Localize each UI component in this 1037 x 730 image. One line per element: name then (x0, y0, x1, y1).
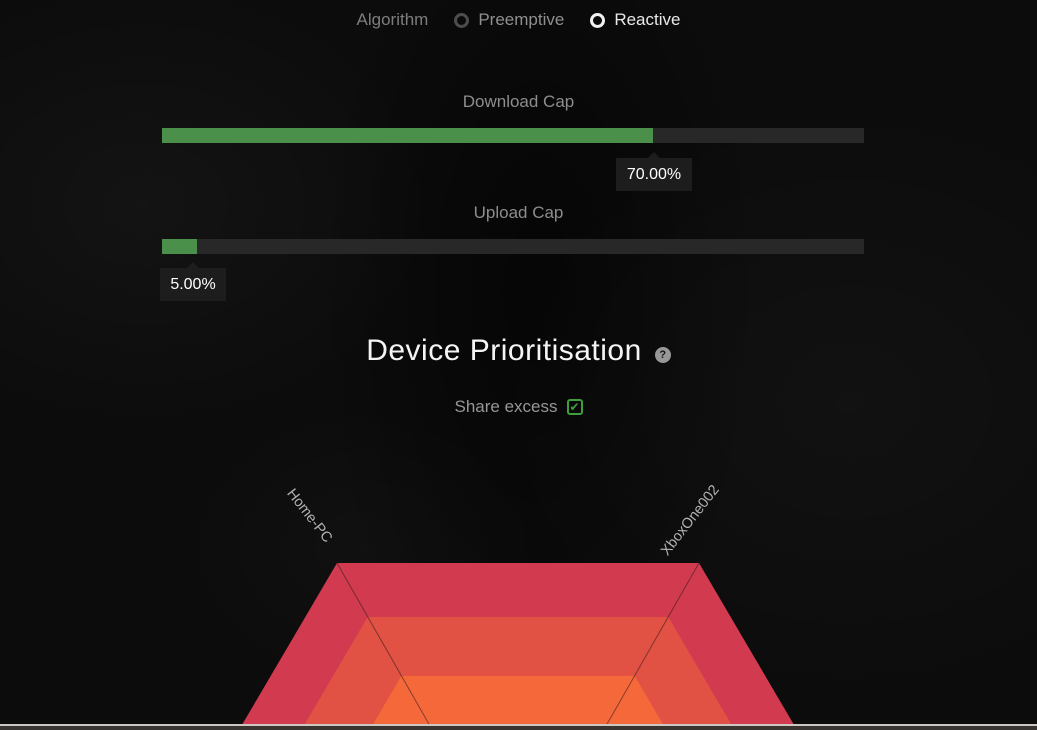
algorithm-option-preemptive[interactable]: Preemptive (454, 10, 564, 30)
device-prioritisation-header: Device Prioritisation ? (0, 334, 1037, 368)
algorithm-row: Algorithm Preemptive Reactive (0, 10, 1037, 30)
radio-icon[interactable] (590, 12, 606, 28)
algorithm-label: Algorithm (356, 10, 429, 29)
algorithm-option-label: Reactive (614, 10, 681, 29)
share-excess-row: Share excess ✔ (0, 397, 1037, 417)
window-bottom-edge (0, 724, 1037, 730)
upload-cap-slider[interactable] (162, 239, 864, 254)
download-cap-fill (162, 128, 654, 143)
download-cap-value: 70.00% (616, 152, 692, 191)
algorithm-option-reactive[interactable]: Reactive (590, 10, 680, 30)
download-cap-slider[interactable] (162, 128, 864, 143)
checkbox-checked-icon[interactable]: ✔ (566, 399, 583, 415)
page-title: Device Prioritisation (366, 334, 642, 367)
upload-cap-label: Upload Cap (473, 203, 564, 222)
upload-cap-value: 5.00% (160, 262, 226, 301)
help-icon[interactable]: ? (654, 347, 671, 363)
algorithm-option-label: Preemptive (478, 10, 565, 29)
download-cap-label: Download Cap (462, 92, 575, 111)
share-excess-label: Share excess (454, 397, 558, 416)
upload-cap-fill (162, 239, 198, 254)
radio-icon[interactable] (454, 12, 470, 28)
